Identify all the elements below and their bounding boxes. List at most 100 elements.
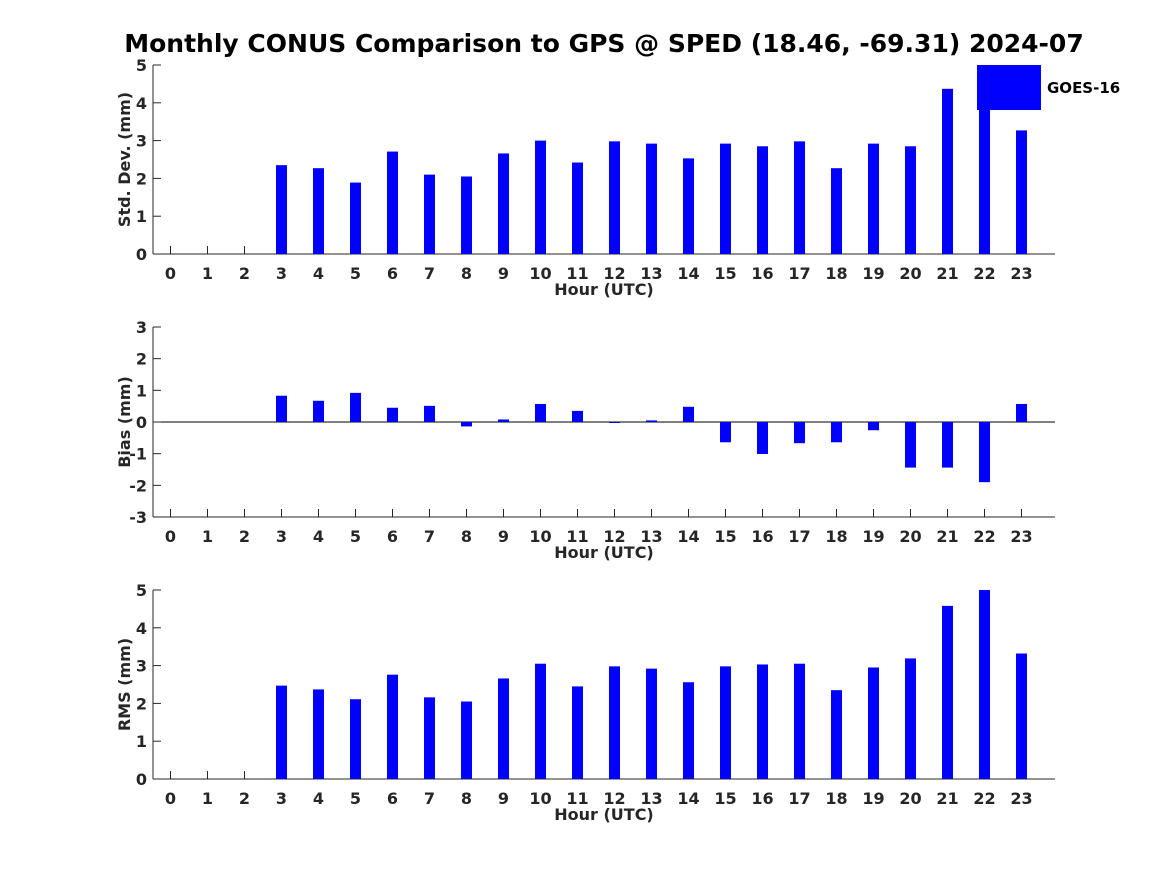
stddev-bar-hour-22 xyxy=(979,108,990,254)
rms-x-tick-label: 18 xyxy=(825,789,847,808)
rms-y-tick-label: 4 xyxy=(136,619,147,638)
stddev-x-tick-label: 2 xyxy=(239,264,250,283)
bias-bar-hour-16 xyxy=(757,422,768,454)
bias-bar-hour-8 xyxy=(461,422,472,427)
rms-x-tick-label: 11 xyxy=(566,789,588,808)
bias-bar-hour-9 xyxy=(498,419,509,422)
rms-bar-hour-16 xyxy=(757,664,768,779)
stddev-bar-hour-6 xyxy=(387,151,398,254)
stddev-x-tick-label: 10 xyxy=(529,264,551,283)
stddev-x-tick-label: 17 xyxy=(788,264,810,283)
stddev-bar-hour-13 xyxy=(646,143,657,254)
stddev-bar-hour-3 xyxy=(276,165,287,254)
bias-bar-hour-10 xyxy=(535,403,546,422)
bias-x-tick-label: 17 xyxy=(788,527,810,546)
stddev-bar-hour-11 xyxy=(572,162,583,254)
stddev-y-tick-label: 1 xyxy=(136,207,147,226)
stddev-y-tick-label: 0 xyxy=(136,245,147,264)
stddev-bar-hour-14 xyxy=(683,158,694,254)
bias-y-tick-label: 3 xyxy=(136,318,147,337)
rms-x-tick-label: 5 xyxy=(350,789,361,808)
rms-y-tick-label: 5 xyxy=(136,581,147,600)
bias-x-tick-label: 8 xyxy=(461,527,472,546)
bias-y-tick-label: -2 xyxy=(129,476,147,495)
bias-y-tick-label: 0 xyxy=(136,413,147,432)
rms-x-tick-label: 3 xyxy=(276,789,287,808)
legend-swatch-goes16 xyxy=(977,65,1041,110)
stddev-x-tick-label: 9 xyxy=(498,264,509,283)
stddev-x-tick-label: 20 xyxy=(899,264,921,283)
stddev-bar-hour-12 xyxy=(609,141,620,254)
stddev-bar-hour-9 xyxy=(498,153,509,254)
bias-bar-hour-22 xyxy=(979,422,990,483)
bias-x-tick-label: 21 xyxy=(936,527,958,546)
stddev-y-axis-label: Std. Dev. (mm) xyxy=(115,92,134,227)
rms-x-tick-label: 12 xyxy=(603,789,625,808)
bias-y-tick-label: -3 xyxy=(129,508,147,527)
rms-bar-hour-20 xyxy=(905,658,916,779)
bias-bar-hour-11 xyxy=(572,410,583,422)
bias-y-tick-label: -1 xyxy=(129,445,147,464)
stddev-x-tick-label: 6 xyxy=(387,264,398,283)
bias-bar-hour-19 xyxy=(868,422,879,431)
stddev-x-tick-label: 15 xyxy=(714,264,736,283)
stddev-x-tick-label: 4 xyxy=(313,264,324,283)
stddev-bar-hour-20 xyxy=(905,146,916,254)
bias-bar-hour-23 xyxy=(1016,403,1027,422)
stddev-x-tick-label: 23 xyxy=(1010,264,1032,283)
bias-x-tick-label: 23 xyxy=(1010,527,1032,546)
rms-bar-hour-8 xyxy=(461,701,472,779)
rms-x-tick-label: 22 xyxy=(973,789,995,808)
stddev-bar-hour-16 xyxy=(757,146,768,254)
bias-bar-hour-14 xyxy=(683,406,694,422)
legend-label-goes16: GOES-16 xyxy=(1047,79,1120,97)
bias-x-tick-label: 15 xyxy=(714,527,736,546)
rms-y-tick-label: 0 xyxy=(136,770,147,789)
rms-x-tick-label: 4 xyxy=(313,789,324,808)
rms-x-tick-label: 16 xyxy=(751,789,773,808)
bias-bar-hour-17 xyxy=(794,422,805,444)
bias-bar-hour-6 xyxy=(387,407,398,422)
bias-y-tick-label: 2 xyxy=(136,350,147,369)
rms-x-tick-label: 21 xyxy=(936,789,958,808)
rms-bar-hour-22 xyxy=(979,590,990,779)
stddev-y-tick-label: 5 xyxy=(136,56,147,75)
rms-x-tick-label: 10 xyxy=(529,789,551,808)
stddev-bar-hour-18 xyxy=(831,168,842,254)
bias-x-tick-label: 18 xyxy=(825,527,847,546)
rms-bar-hour-18 xyxy=(831,690,842,779)
rms-x-tick-label: 19 xyxy=(862,789,884,808)
stddev-bar-hour-17 xyxy=(794,141,805,254)
bias-x-tick-label: 20 xyxy=(899,527,921,546)
bias-x-tick-label: 1 xyxy=(202,527,213,546)
rms-x-axis-label: Hour (UTC) xyxy=(554,805,654,824)
legend: GOES-16 xyxy=(977,65,1120,110)
bias-x-axis-label: Hour (UTC) xyxy=(554,543,654,562)
rms-bar-hour-21 xyxy=(942,605,953,779)
rms-x-tick-label: 1 xyxy=(202,789,213,808)
rms-bar-hour-10 xyxy=(535,663,546,779)
bias-bar-hour-15 xyxy=(720,422,731,443)
stddev-bar-hour-10 xyxy=(535,140,546,254)
rms-y-tick-label: 2 xyxy=(136,694,147,713)
bias-x-tick-label: 13 xyxy=(640,527,662,546)
bias-bar-hour-3 xyxy=(276,395,287,422)
rms-y-tick-label: 3 xyxy=(136,657,147,676)
stddev-x-axis-label: Hour (UTC) xyxy=(554,280,654,299)
stddev-x-tick-label: 8 xyxy=(461,264,472,283)
bias-x-tick-label: 10 xyxy=(529,527,551,546)
bias-y-tick-label: 1 xyxy=(136,381,147,400)
rms-bar-hour-4 xyxy=(313,689,324,779)
stddev-x-tick-label: 18 xyxy=(825,264,847,283)
bias-x-tick-label: 2 xyxy=(239,527,250,546)
rms-bar-hour-5 xyxy=(350,699,361,779)
rms-bar-hour-12 xyxy=(609,666,620,779)
rms-y-axis-label: RMS (mm) xyxy=(115,638,134,731)
rms-x-tick-label: 0 xyxy=(165,789,176,808)
bias-bar-hour-13 xyxy=(646,420,657,422)
bias-x-tick-label: 22 xyxy=(973,527,995,546)
